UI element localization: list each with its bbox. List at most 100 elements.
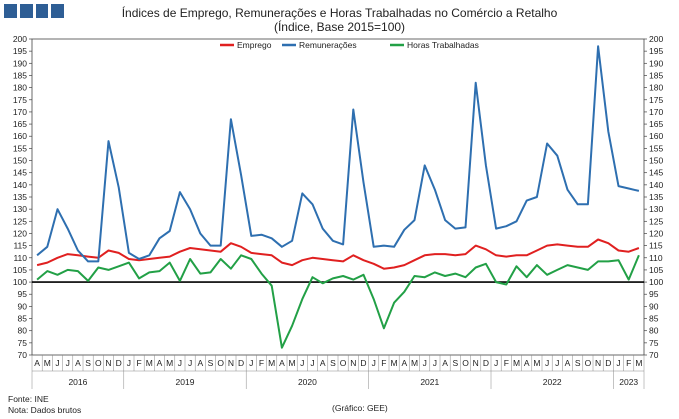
y-tick-label-right: 135 [649, 192, 663, 202]
y-tick-label-right: 130 [649, 204, 663, 214]
x-tick-label: A [320, 358, 326, 368]
y-tick-label-right: 110 [649, 253, 663, 263]
y-tick-label-left: 140 [13, 180, 27, 190]
y-tick-label-left: 200 [13, 34, 27, 44]
x-tick-label: J [616, 358, 620, 368]
y-tick-label-right: 200 [649, 34, 663, 44]
x-tick-label: M [513, 358, 520, 368]
year-label: 2022 [543, 377, 562, 387]
series-line [36, 238, 640, 270]
x-tick-label: J [545, 358, 549, 368]
y-tick-label-left: 110 [13, 253, 27, 263]
x-tick-label: D [605, 358, 611, 368]
logo-square-4 [51, 4, 64, 18]
x-tick-label: M [146, 358, 153, 368]
x-tick-label: J [55, 358, 59, 368]
y-tick-label-right: 140 [649, 180, 663, 190]
x-tick-label: J [178, 358, 182, 368]
plot-frame [31, 38, 645, 356]
legend-label: Horas Trabalhadas [407, 40, 479, 50]
credit-text: (Gráfico: GEE) [332, 403, 388, 413]
x-tick-label: S [208, 358, 214, 368]
y-tick-label-right: 100 [649, 277, 663, 287]
x-tick-label: S [85, 358, 91, 368]
y-tick-label-left: 105 [13, 265, 27, 275]
legend-label: Emprego [237, 40, 272, 50]
x-tick-label: A [157, 358, 163, 368]
x-tick-label: S [575, 358, 581, 368]
y-tick-label-left: 125 [13, 216, 27, 226]
y-tick-label-left: 85 [18, 314, 28, 324]
gee-logo [4, 4, 64, 18]
x-tick-label: N [105, 358, 111, 368]
y-tick-label-right: 105 [649, 265, 663, 275]
x-tick-label: J [66, 358, 70, 368]
logo-square-1 [4, 4, 17, 18]
y-tick-label-left: 75 [18, 338, 28, 348]
x-tick-label: J [127, 358, 131, 368]
x-tick-label: O [585, 358, 592, 368]
year-label: 2021 [420, 377, 439, 387]
x-tick-label: O [462, 358, 469, 368]
chart-axes: 70 70 75 75 80 80 85 85 90 90 95 95 100 100 105 105 110 1… [13, 34, 664, 360]
y-tick-label-right: 125 [649, 216, 663, 226]
x-tick-label: F [381, 358, 386, 368]
y-tick-label-right: 165 [649, 119, 663, 129]
x-tick-label: S [452, 358, 458, 368]
x-tick-label: A [524, 358, 530, 368]
y-tick-label-left: 90 [18, 301, 28, 311]
x-tick-label: D [116, 358, 122, 368]
x-tick-label: O [217, 358, 224, 368]
y-tick-label-right: 150 [649, 156, 663, 166]
y-tick-label-right: 185 [649, 70, 663, 80]
year-label: 2019 [176, 377, 195, 387]
x-tick-label: M [289, 358, 296, 368]
x-tick-label: J [423, 358, 427, 368]
x-tick-label: N [350, 358, 356, 368]
y-tick-label-left: 155 [13, 143, 27, 153]
x-tick-label: J [188, 358, 192, 368]
x-tick-label: A [75, 358, 81, 368]
y-tick-label-right: 145 [649, 168, 663, 178]
y-tick-label-right: 170 [649, 107, 663, 117]
x-tick-label: J [433, 358, 437, 368]
x-tick-label: M [166, 358, 173, 368]
x-tick-label: O [95, 358, 102, 368]
x-tick-label: S [330, 358, 336, 368]
x-tick-label: J [555, 358, 559, 368]
y-tick-label-left: 115 [13, 241, 27, 251]
x-tick-label: M [533, 358, 540, 368]
y-tick-label-right: 180 [649, 83, 663, 93]
chart-title: Índices de Emprego, Remunerações e Horas… [121, 6, 558, 20]
x-tick-label: J [249, 358, 253, 368]
x-tick-label: A [197, 358, 203, 368]
x-tick-label: M [44, 358, 51, 368]
legend-label: Remunerações [299, 40, 357, 50]
x-tick-label: F [136, 358, 141, 368]
y-tick-label-left: 175 [13, 95, 27, 105]
logo-square-3 [35, 4, 49, 18]
y-tick-label-left: 185 [13, 70, 27, 80]
y-tick-label-right: 155 [649, 143, 663, 153]
x-tick-label: M [635, 358, 642, 368]
x-tick-label: M [268, 358, 275, 368]
x-tick-label: A [401, 358, 407, 368]
y-tick-label-right: 95 [649, 289, 659, 299]
y-tick-label-left: 160 [13, 131, 27, 141]
y-tick-label-left: 170 [13, 107, 27, 117]
y-tick-label-left: 150 [13, 156, 27, 166]
logo-square-2 [19, 4, 33, 18]
y-tick-label-left: 135 [13, 192, 27, 202]
y-tick-label-right: 190 [649, 58, 663, 68]
x-tick-label: D [238, 358, 244, 368]
x-tick-label: A [279, 358, 285, 368]
y-tick-label-left: 165 [13, 119, 27, 129]
x-tick-label: M [391, 358, 398, 368]
x-tick-label: N [473, 358, 479, 368]
y-tick-label-left: 120 [13, 228, 27, 238]
y-tick-label-left: 190 [13, 58, 27, 68]
y-tick-label-left: 100 [13, 277, 27, 287]
y-tick-label-left: 145 [13, 168, 27, 178]
x-tick-label: J [300, 358, 304, 368]
